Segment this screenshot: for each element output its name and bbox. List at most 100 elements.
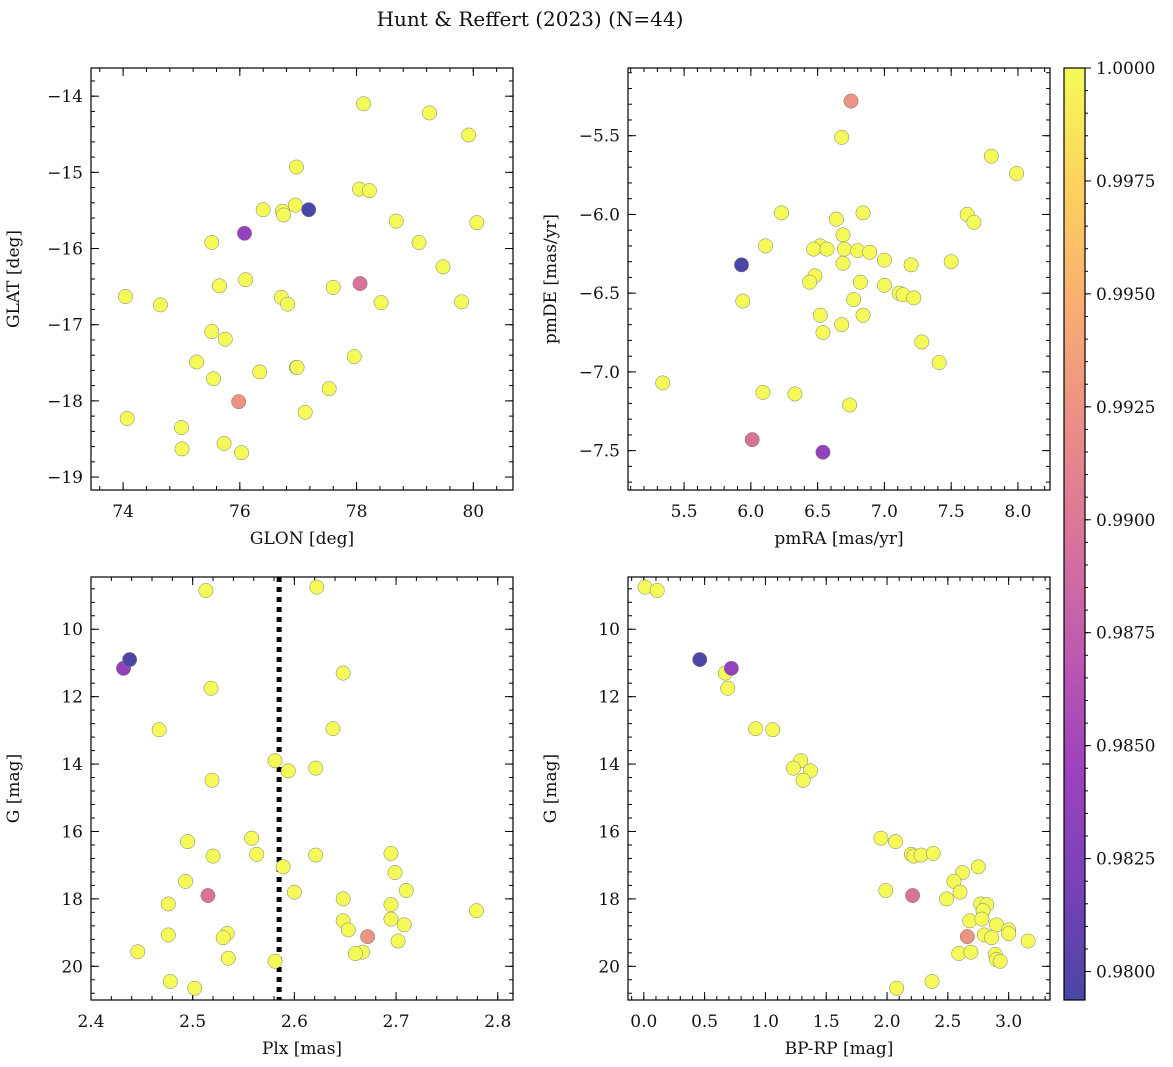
y-tick-label: −6.0 [579, 205, 620, 225]
data-point [205, 848, 221, 864]
y-tick-label: 20 [598, 957, 620, 977]
data-point [200, 888, 216, 903]
data-point [275, 859, 291, 875]
y-tick-label: 12 [598, 688, 620, 708]
y-axis-label: G [mag] [541, 754, 561, 823]
x-tick-label: 74 [112, 502, 134, 522]
data-point [959, 929, 975, 945]
colorbar-tick-label: 0.9875 [1096, 624, 1155, 644]
x-tick-label: 2.0 [874, 1012, 901, 1032]
data-point [815, 444, 831, 460]
data-point [153, 297, 168, 313]
data-point [468, 903, 484, 919]
data-point [234, 445, 250, 461]
data-point [383, 897, 399, 913]
data-point [373, 295, 389, 311]
data-point [435, 259, 451, 275]
data-point [255, 202, 271, 218]
data-point [795, 772, 811, 788]
x-tick-label: 5.5 [671, 502, 698, 522]
data-point [723, 660, 739, 676]
data-point [787, 386, 803, 402]
y-tick-label: −7.0 [579, 363, 620, 383]
panel-bprp-g: 0.0 0.5 1.0 1.5 2.0 2.5 3.0 10 12 14 16 18 20 BP-RP [… [541, 576, 1051, 1059]
x-tick-label: 1.5 [813, 1012, 840, 1032]
data-point [963, 944, 979, 960]
data-point [846, 292, 862, 307]
y-tick-label: −5.5 [579, 127, 620, 147]
figure-title: Hunt & Reffert (2023) (N=44) [377, 7, 684, 31]
x-axis-label: GLON [deg] [250, 529, 354, 549]
data-point [361, 183, 377, 199]
colorbar-tick-label: 1.0000 [1096, 59, 1155, 79]
y-tick-label: 18 [61, 890, 83, 910]
data-point [335, 665, 351, 681]
data-point [855, 307, 871, 323]
data-point [983, 148, 999, 164]
colorbar-tick-label: 0.9925 [1096, 398, 1155, 418]
colorbar-tick-label: 0.9950 [1096, 285, 1155, 305]
data-point [469, 215, 485, 231]
x-tick-label: 78 [346, 502, 368, 522]
data-point [774, 205, 790, 221]
data-point [249, 846, 265, 862]
data-point [1009, 166, 1025, 181]
colorbar-frame [1063, 67, 1086, 1001]
data-point [914, 334, 930, 350]
data-point [340, 922, 356, 938]
x-axis-label: BP-RP [mag] [785, 1039, 894, 1059]
data-point [876, 252, 892, 268]
data-point [836, 241, 852, 257]
data-point [785, 760, 801, 776]
y-tick-label: −15 [47, 163, 83, 183]
data-point [828, 211, 844, 227]
data-point [939, 891, 955, 907]
data-point [878, 883, 894, 898]
data-point [160, 927, 176, 943]
data-point [720, 680, 736, 696]
data-point [267, 753, 283, 769]
data-point [806, 241, 822, 257]
data-point [755, 384, 771, 400]
colorbar-tick-label: 0.9825 [1096, 850, 1155, 870]
data-point [216, 436, 232, 451]
data-point [925, 845, 941, 861]
panel-pmra-pmde: 5.5 6.0 6.5 7.0 7.5 8.0 −7.5 −7.0 −6.5 −6.0 −5.5 pm… [541, 67, 1051, 549]
plot-frame [90, 576, 514, 1001]
data-point [842, 397, 858, 413]
data-point [204, 772, 220, 788]
data-point [396, 917, 412, 933]
data-point [160, 896, 176, 912]
data-point [655, 375, 671, 391]
data-point [203, 680, 219, 696]
x-tick-label: 3.0 [995, 1012, 1022, 1032]
data-point [252, 364, 268, 380]
y-tick-label: 14 [61, 755, 83, 775]
data-point [286, 884, 302, 900]
data-point [876, 277, 892, 293]
data-point [931, 355, 947, 370]
x-tick-label: 7.0 [871, 502, 898, 522]
y-tick-label: 10 [61, 620, 83, 640]
data-point [180, 834, 196, 850]
x-tick-label: 2.5 [179, 1012, 206, 1032]
data-point [943, 254, 959, 270]
data-point [162, 974, 178, 989]
data-point [970, 859, 986, 875]
data-point [692, 652, 708, 668]
data-point [204, 324, 220, 340]
y-axis-label: G [mag] [4, 754, 24, 823]
y-tick-label: 10 [598, 620, 620, 640]
x-tick-label: 76 [229, 502, 251, 522]
data-point [974, 911, 990, 927]
data-point [422, 105, 437, 121]
data-point [735, 293, 751, 309]
data-point [287, 197, 303, 213]
y-tick-label: 16 [598, 822, 620, 842]
x-tick-label: 2.4 [77, 1012, 104, 1032]
data-point [215, 930, 231, 946]
data-point [966, 214, 982, 230]
y-tick-label: 12 [61, 688, 83, 708]
data-point [744, 432, 760, 448]
data-point [390, 933, 406, 949]
